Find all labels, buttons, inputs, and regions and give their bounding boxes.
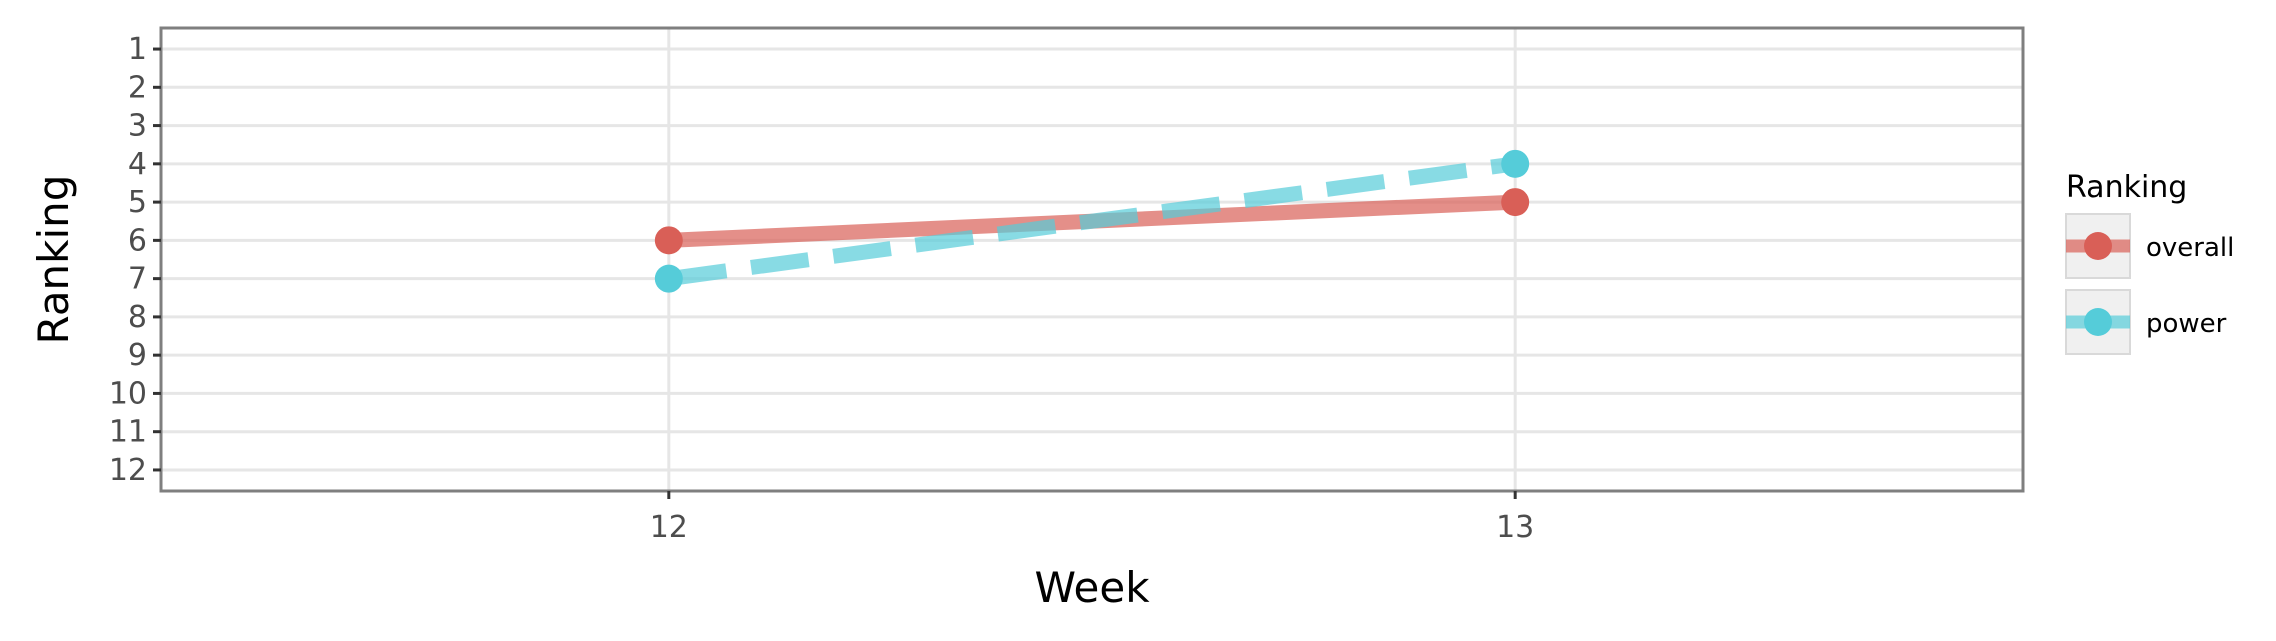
y-tick-label: 4	[128, 147, 147, 182]
plot-series	[654, 149, 1530, 293]
legend-key-point	[2084, 232, 2112, 260]
y-tick-label: 9	[128, 338, 147, 373]
legend-label: power	[2146, 309, 2227, 339]
legend-key-point	[2084, 308, 2112, 336]
y-tick-label: 12	[109, 453, 147, 488]
x-tick-label: 13	[1496, 510, 1534, 545]
data-point-overall	[654, 226, 683, 255]
y-tick-label: 11	[109, 415, 147, 450]
series-line-power	[667, 156, 1517, 287]
data-point-power	[654, 264, 683, 293]
legend-title: Ranking	[2066, 170, 2187, 205]
legend-item-power: power	[2065, 289, 2227, 355]
y-tick-label: 1	[128, 32, 147, 67]
x-tick-label: 12	[650, 510, 688, 545]
y-tick-label: 10	[109, 376, 147, 411]
grid	[161, 28, 2023, 491]
y-tick-label: 7	[128, 262, 147, 297]
plot-panel-border	[159, 26, 2025, 493]
y-tick-label: 6	[128, 223, 147, 258]
legend: Ranking overall power	[2065, 170, 2234, 355]
legend-label: overall	[2146, 233, 2234, 263]
y-tick-label: 3	[128, 109, 147, 144]
y-tick-label: 2	[128, 70, 147, 105]
data-point-power	[1501, 149, 1530, 178]
y-axis-title: Ranking	[29, 175, 78, 345]
x-axis-title: Week	[1034, 563, 1150, 612]
data-point-overall	[1501, 188, 1530, 217]
y-tick-label: 5	[128, 185, 147, 220]
legend-item-overall: overall	[2065, 213, 2234, 279]
y-tick-label: 8	[128, 300, 147, 335]
